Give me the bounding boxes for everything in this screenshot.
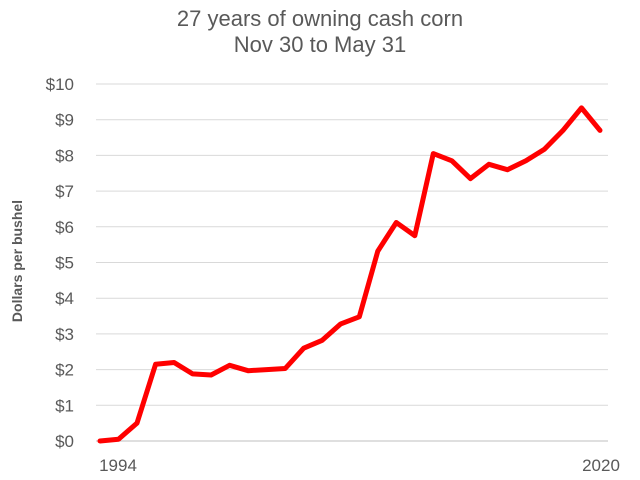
series-line	[97, 105, 603, 444]
y-tick-label: $2	[55, 361, 74, 380]
y-tick-label: $1	[55, 396, 74, 415]
y-tick-label: $5	[55, 254, 74, 273]
chart-title: 27 years of owning cash corn	[176, 6, 464, 31]
y-tick-label: $6	[55, 218, 74, 237]
y-axis-ticks: $0 $1 $2 $3 $4 $5 $6 $7 $8 $9 $10	[46, 75, 74, 451]
x-axis-ticks: 1994 2020	[99, 456, 620, 475]
y-tick-label: $3	[55, 325, 74, 344]
y-tick-label: $4	[55, 289, 74, 308]
y-tick-label: $9	[55, 111, 74, 130]
gridlines	[96, 83, 608, 442]
y-tick-label: $7	[55, 182, 74, 201]
chart-subtitle: Nov 30 to May 31	[233, 32, 407, 57]
y-tick-label: $10	[46, 75, 74, 94]
x-tick-label: 1994	[99, 456, 137, 475]
y-tick-label: $0	[55, 432, 74, 451]
y-axis-label: Dollars per bushel	[9, 200, 25, 322]
y-tick-label: $8	[55, 146, 74, 165]
x-tick-label: 2020	[582, 456, 620, 475]
series-group	[97, 105, 603, 444]
